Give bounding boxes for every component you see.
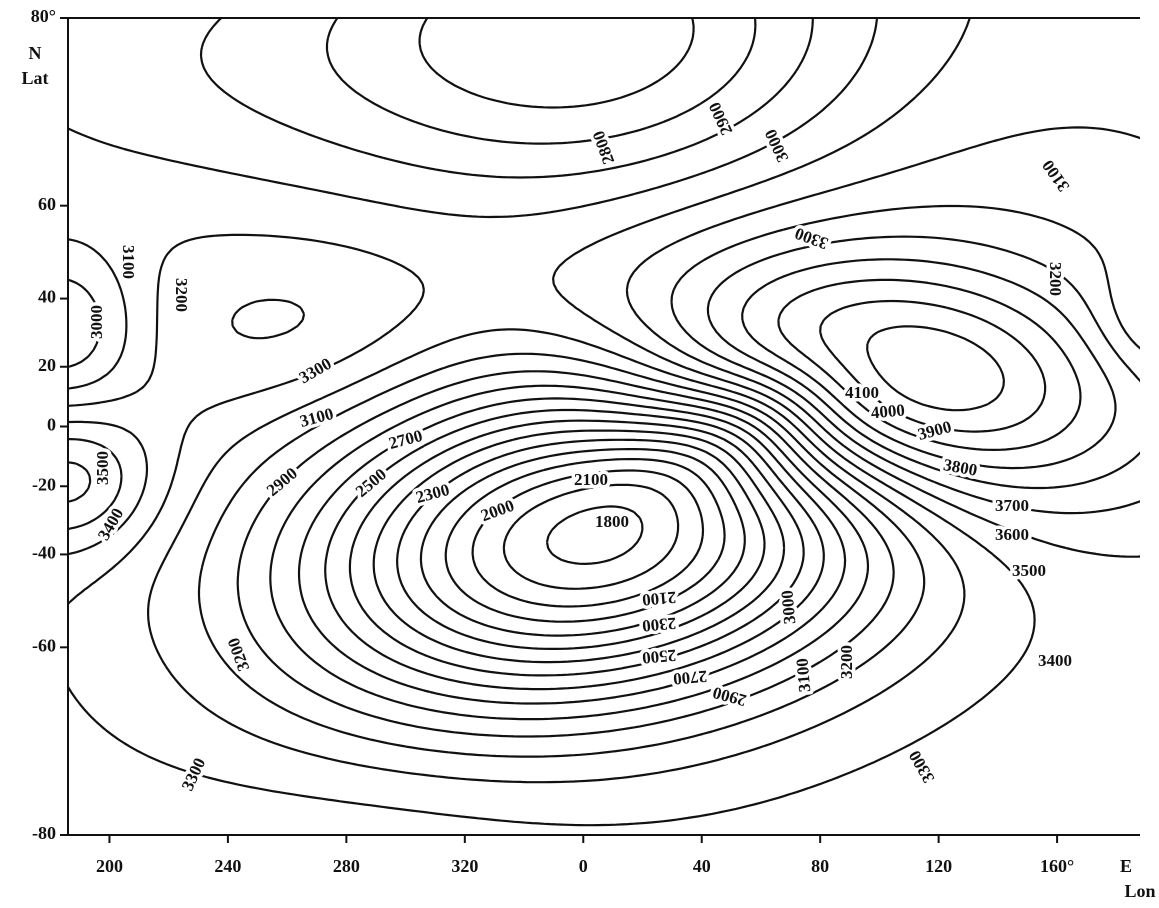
y-tick-label: -20 xyxy=(32,474,56,494)
y-tick-label: 80° xyxy=(31,6,56,26)
x-tick-label: 80 xyxy=(811,856,829,876)
x-tick-label: 120 xyxy=(925,856,952,876)
contour-label: 3800 xyxy=(942,455,979,480)
contour-label: 2100 xyxy=(574,470,608,489)
contour-label: 3000 xyxy=(761,126,793,165)
contour-label: 1800 xyxy=(595,512,629,531)
contour-label: 2700 xyxy=(672,667,708,689)
contour-labels: 2800 2900 3000 3100 3300 3200 3100 3200 3000 3300… xyxy=(83,96,1076,797)
x-tick-label: 320 xyxy=(451,856,478,876)
x-tick-label: 40 xyxy=(693,856,711,876)
y-tick-label: 20 xyxy=(38,355,56,375)
contour-line xyxy=(741,258,1117,470)
contour-label: 2000 xyxy=(478,496,516,525)
contour-label: 3300 xyxy=(178,755,210,794)
contour-label: 3600 xyxy=(995,525,1029,544)
x-tick-label: 240 xyxy=(214,856,241,876)
contour-line xyxy=(444,458,726,623)
contour-label: 3900 xyxy=(916,417,954,444)
contour-label: 2900 xyxy=(711,683,749,710)
contour-line xyxy=(348,419,805,677)
y-tick-label: 0 xyxy=(47,415,56,435)
y-tick-label: -60 xyxy=(32,635,56,655)
y-tick-label: -80 xyxy=(32,823,56,843)
contour-label: 2100 xyxy=(641,588,677,610)
contour-label: 3100 xyxy=(119,245,138,279)
x-axis-label: E xyxy=(1120,856,1132,876)
y-tick-label: 60 xyxy=(38,194,56,214)
contour-label: 3400 xyxy=(1038,651,1072,670)
contour-line xyxy=(68,18,966,784)
contour-line xyxy=(236,18,895,738)
contour-label: 2800 xyxy=(589,128,618,166)
contour-line xyxy=(68,126,1140,558)
contour-line xyxy=(502,483,680,590)
contour-line xyxy=(297,397,847,705)
contour-label: 3100 xyxy=(792,657,814,693)
contour-line xyxy=(372,429,786,664)
contour-label: 3100 xyxy=(298,404,336,431)
contour-line xyxy=(68,18,1036,827)
x-axis-label: Lon xyxy=(1124,881,1155,901)
x-tick-label: 0 xyxy=(579,856,588,876)
y-axis-label: N xyxy=(29,43,42,63)
contour-line xyxy=(819,299,1047,433)
contour-label: 3700 xyxy=(995,496,1029,515)
y-tick-label: 40 xyxy=(38,287,56,307)
contour-label: 4000 xyxy=(870,400,906,422)
contour-label: 3200 xyxy=(837,645,856,679)
contour-line xyxy=(68,204,1140,530)
x-tick-label: 160° xyxy=(1040,856,1074,876)
contour-label: 3300 xyxy=(905,747,938,786)
contour-line xyxy=(545,505,644,565)
x-tick-label: 200 xyxy=(96,856,123,876)
contour-label: 3500 xyxy=(93,451,112,485)
contour-label: 2900 xyxy=(705,99,737,138)
contour-label: 2500 xyxy=(641,646,677,668)
y-tick-label: -40 xyxy=(32,543,56,563)
contour-line xyxy=(269,18,870,721)
contour-label: 3000 xyxy=(777,589,799,625)
contour-line xyxy=(396,438,766,650)
contour-label: 4100 xyxy=(845,383,879,402)
contour-line xyxy=(68,235,1140,503)
y-axis-label: Lat xyxy=(22,68,49,88)
contour-label: 3200 xyxy=(1046,262,1065,296)
contour-label: 2300 xyxy=(641,614,677,636)
contour-label: 3300 xyxy=(296,354,335,387)
contour-line xyxy=(68,18,926,758)
contour-label: 3500 xyxy=(1012,561,1046,580)
contour-line xyxy=(419,448,746,637)
contour-label: 3000 xyxy=(87,305,106,339)
contour-line xyxy=(777,278,1082,451)
contour-line xyxy=(471,469,705,608)
contour-layer xyxy=(68,18,1140,827)
contour-label: 3200 xyxy=(224,635,253,673)
x-tick-label: 280 xyxy=(333,856,360,876)
contour-label: 3200 xyxy=(172,278,191,312)
contour-line xyxy=(324,408,825,691)
contour-label: 3100 xyxy=(1038,157,1073,196)
contour-line xyxy=(866,325,1005,412)
